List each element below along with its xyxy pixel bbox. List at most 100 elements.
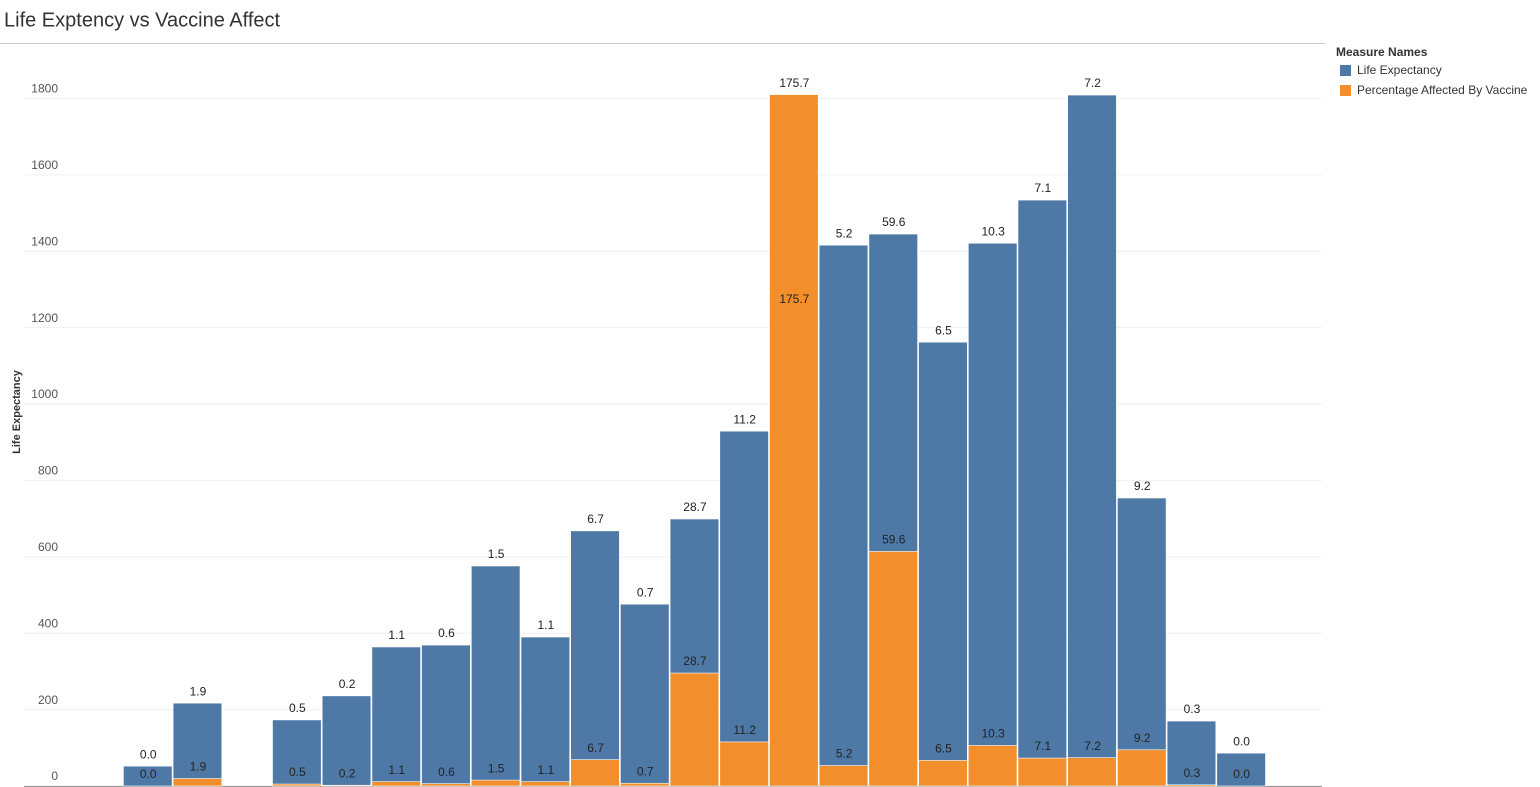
total-label: 5.2: [836, 226, 853, 240]
value-label: 7.2: [1084, 739, 1101, 753]
bar: [1216, 752, 1266, 787]
bar: [421, 783, 471, 787]
total-label: 28.7: [683, 500, 707, 514]
value-label: 10.3: [981, 727, 1005, 741]
total-label: 7.2: [1084, 76, 1101, 90]
total-label: 0.3: [1184, 702, 1201, 716]
legend-swatch: [1340, 65, 1351, 76]
bar: [1067, 757, 1117, 787]
bar: [520, 781, 571, 787]
y-tick-label: 0: [51, 769, 58, 783]
bar: [918, 341, 968, 787]
bar: [1166, 784, 1217, 787]
y-tick-label: 600: [38, 540, 58, 554]
bar: [1117, 749, 1167, 787]
value-label: 6.7: [587, 741, 604, 755]
bar: [719, 741, 769, 787]
y-tick-label: 1000: [31, 387, 58, 401]
bar: [321, 784, 372, 787]
value-label: 7.1: [1035, 739, 1052, 753]
legend-label: Life Expectancy: [1357, 63, 1442, 77]
total-label: 0.0: [1233, 734, 1250, 748]
y-tick-label: 1600: [31, 158, 58, 172]
total-label: 6.5: [935, 323, 952, 337]
value-label: 1.1: [388, 763, 405, 777]
bar: [172, 702, 223, 787]
bar: [371, 646, 421, 787]
y-axis-label: Life Expectancy: [11, 369, 23, 454]
bar: [818, 765, 869, 787]
y-tick-label: 400: [38, 616, 58, 630]
value-label: 0.6: [438, 765, 455, 779]
value-label: 5.2: [836, 747, 853, 761]
bar: [123, 765, 173, 787]
value-label: 175.7: [779, 292, 809, 306]
total-label: 10.3: [981, 224, 1005, 238]
y-tick-label: 1400: [31, 234, 58, 248]
value-label: 59.6: [882, 533, 906, 547]
total-label: 1.1: [388, 628, 405, 642]
total-label: 9.2: [1134, 479, 1151, 493]
value-label: 0.3: [1184, 766, 1201, 780]
total-label: 0.6: [438, 626, 455, 640]
bar: [1067, 94, 1117, 787]
value-label: 0.0: [1233, 767, 1250, 781]
total-label: 0.7: [637, 585, 654, 599]
bar: [172, 778, 223, 787]
bar: [421, 644, 471, 787]
value-label: 1.9: [190, 760, 207, 774]
bar: [769, 94, 819, 787]
bar: [719, 430, 769, 787]
bar: [620, 603, 670, 787]
legend-title: Measure Names: [1336, 45, 1428, 59]
bar: [818, 244, 869, 787]
total-label: 175.7: [779, 76, 809, 90]
bar: [1166, 720, 1217, 787]
bar: [321, 695, 372, 787]
total-label: 0.2: [339, 677, 356, 691]
bar: [967, 745, 1018, 787]
value-label: 1.1: [538, 763, 555, 777]
bar: [918, 760, 968, 787]
value-label: 0.5: [289, 765, 306, 779]
bar: [371, 781, 421, 787]
bar: [620, 782, 670, 787]
bar: [868, 551, 918, 787]
bar: [570, 530, 620, 787]
bar: [967, 242, 1018, 787]
bar: [470, 565, 521, 787]
bar: [272, 719, 322, 787]
total-label: 1.1: [538, 618, 555, 632]
total-label: 7.1: [1035, 181, 1052, 195]
legend-label: Percentage Affected By Vaccine: [1357, 83, 1528, 97]
value-label: 1.5: [488, 761, 505, 775]
y-tick-label: 1800: [31, 82, 58, 96]
bar: [272, 783, 322, 787]
bar: [470, 779, 521, 787]
chart-title: Life Exptency vs Vaccine Affect: [4, 9, 281, 31]
legend-swatch: [1340, 85, 1351, 96]
bar: [570, 759, 620, 787]
value-label: 9.2: [1134, 731, 1151, 745]
total-label: 59.6: [882, 215, 906, 229]
total-label: 0.5: [289, 701, 306, 715]
bar: [1117, 497, 1167, 787]
value-label: 0.2: [339, 766, 356, 780]
y-tick-label: 200: [38, 693, 58, 707]
value-label: 0.7: [637, 764, 654, 778]
total-label: 1.5: [488, 547, 505, 561]
total-label: 0.0: [140, 747, 157, 761]
value-label: 11.2: [733, 723, 756, 737]
total-label: 6.7: [587, 512, 604, 526]
value-label: 28.7: [683, 654, 707, 668]
value-label: 0.0: [140, 767, 157, 781]
bar: [669, 672, 720, 787]
value-label: 6.5: [935, 742, 952, 756]
y-tick-label: 800: [38, 464, 58, 478]
total-label: 11.2: [733, 412, 756, 426]
total-label: 1.9: [190, 684, 207, 698]
y-tick-label: 1200: [31, 311, 58, 325]
bar: [1017, 757, 1068, 787]
bar: [520, 636, 571, 787]
